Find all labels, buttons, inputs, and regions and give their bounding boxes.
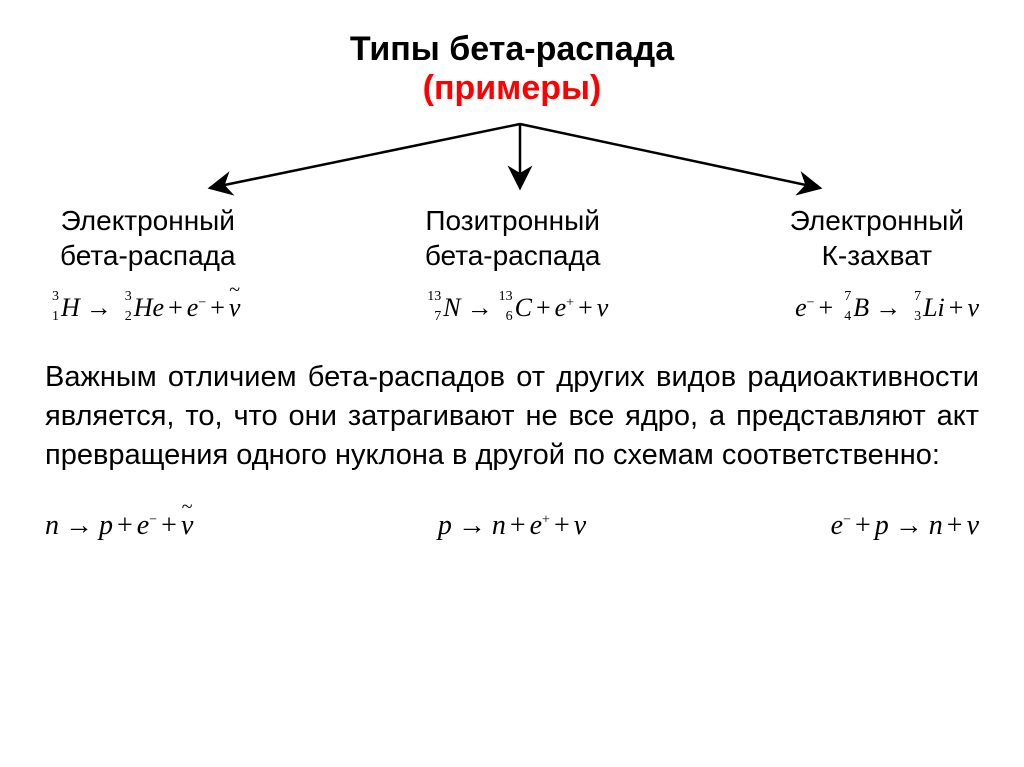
branching-arrows	[40, 118, 984, 198]
example-equations-row: 31H→32He+e−+ν 137N→136C+e++ν e−+74B→73Li…	[40, 293, 984, 323]
type-k-capture: Электронный К-захват	[790, 203, 964, 273]
type-electron-beta: Электронный бета-распада	[60, 203, 236, 273]
scheme-electron-capture: e−+p→n+ν	[831, 510, 979, 542]
type-label: К-захват	[790, 238, 964, 273]
equation-electron-beta: 31H→32He+e−+ν	[45, 293, 240, 323]
scheme-neutron-decay: n→p+e−+ν	[45, 510, 193, 542]
decay-types-row: Электронный бета-распада Позитронный бет…	[40, 203, 984, 273]
title-line-1: Типы бета-распада	[40, 30, 984, 69]
explanation-paragraph: Важным отличием бета-распадов от других …	[40, 358, 984, 475]
title-line-2: (примеры)	[40, 69, 984, 108]
type-label: Позитронный	[425, 203, 601, 238]
nucleon-scheme-row: n→p+e−+ν p→n+e++ν e−+p→n+ν	[40, 510, 984, 542]
type-label: бета-распада	[60, 238, 236, 273]
arrows-svg	[40, 118, 984, 198]
scheme-proton-decay: p→n+e++ν	[193, 510, 830, 542]
type-positron-beta: Позитронный бета-распада	[425, 203, 601, 273]
type-label: Электронный	[790, 203, 964, 238]
equation-positron-beta: 137N→136C+e++ν	[427, 293, 608, 323]
type-label: Электронный	[60, 203, 236, 238]
type-label: бета-распада	[425, 238, 601, 273]
equation-k-capture: e−+74B→73Li+ν	[795, 293, 979, 323]
diagram-title: Типы бета-распада (примеры)	[40, 30, 984, 108]
